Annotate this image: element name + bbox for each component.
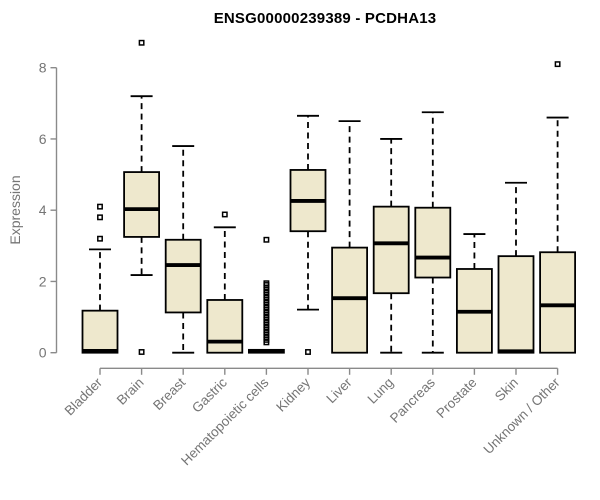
x-tick-label: Skin	[492, 375, 521, 404]
iqr-box	[164, 238, 202, 314]
outlier-point	[97, 203, 103, 210]
box-gastric	[206, 211, 244, 354]
y-tick-label: 0	[39, 345, 47, 361]
x-tick-label: Pancreas	[387, 375, 438, 426]
outlier-point	[138, 349, 145, 355]
y-tick-label: 8	[39, 60, 47, 76]
box-hematopoietic-cells	[247, 236, 285, 354]
chart-title: ENSG00000239389 - PCDHA13	[213, 10, 437, 27]
outlier-point	[97, 214, 103, 221]
x-tick-label: Breast	[150, 375, 188, 413]
x-tick-label: Lung	[364, 375, 396, 407]
box-lung	[372, 138, 410, 354]
x-tick-label: Kidney	[273, 375, 313, 415]
x-tick-label: Gastric	[189, 375, 230, 416]
box-liver	[331, 120, 369, 354]
outlier-point	[263, 280, 270, 287]
outlier-point	[97, 235, 103, 242]
iqr-box	[497, 255, 535, 354]
box-bladder	[81, 203, 119, 354]
y-tick-label: 6	[39, 131, 47, 147]
box-brain	[123, 39, 160, 355]
box-kidney	[289, 114, 327, 355]
x-tick-label: Brain	[114, 375, 147, 408]
y-tick-label: 4	[39, 202, 47, 218]
box-skin	[497, 181, 535, 354]
outlier-point	[554, 61, 561, 68]
iqr-box	[206, 299, 244, 354]
iqr-box	[414, 206, 452, 279]
box-breast	[164, 145, 202, 354]
outlier-point	[138, 39, 145, 46]
x-tick-label: Bladder	[62, 374, 106, 418]
y-tick-label: 2	[39, 273, 47, 289]
x-tick-label: Unknown / Other	[480, 374, 563, 457]
outlier-point	[221, 211, 228, 218]
x-tick-label: Liver	[323, 374, 355, 406]
iqr-box	[331, 246, 369, 354]
x-tick-label: Prostate	[433, 375, 479, 421]
iqr-box	[372, 205, 410, 295]
outlier-point	[263, 236, 270, 243]
iqr-box	[81, 309, 119, 354]
box-pancreas	[414, 111, 452, 354]
box-unknown-other	[539, 61, 576, 354]
iqr-box	[123, 171, 160, 238]
y-axis: 0 2 4 6 8	[39, 60, 58, 361]
box-prostate	[455, 233, 493, 354]
iqr-box	[539, 251, 576, 354]
outlier-point	[305, 349, 311, 355]
